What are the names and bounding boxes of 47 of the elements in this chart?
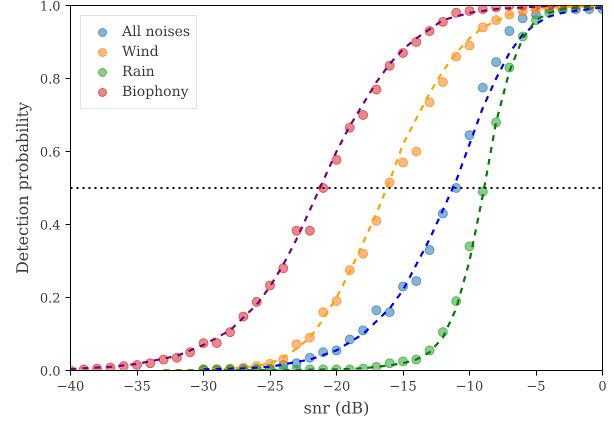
y-tick-label: 0.6 — [40, 146, 61, 160]
point — [384, 307, 395, 318]
point — [358, 110, 368, 120]
point — [371, 84, 382, 94]
point — [278, 263, 288, 274]
point — [504, 26, 514, 36]
point — [332, 296, 342, 306]
y-axis-title: Detection probability — [12, 102, 32, 274]
x-tick-label: −35 — [123, 380, 151, 394]
x-tick-label: −15 — [389, 380, 417, 394]
point — [411, 37, 422, 47]
x-tick-label: −30 — [190, 380, 218, 394]
x-tick-label: −25 — [256, 380, 284, 394]
point — [398, 157, 408, 168]
x-tick-label: −40 — [56, 380, 84, 394]
legend-label: All noises — [122, 24, 190, 40]
point — [424, 245, 435, 256]
point — [304, 226, 315, 236]
legend-label: Wind — [122, 44, 159, 60]
y-tick-label: 0.4 — [40, 218, 61, 234]
x-tick-label: −5 — [526, 380, 546, 394]
legend-label: Rain — [122, 64, 155, 80]
x-tick-label: −20 — [322, 380, 350, 394]
point — [225, 327, 236, 338]
point — [371, 305, 382, 316]
point — [332, 154, 342, 165]
point — [464, 130, 474, 140]
y-tick-label: 0.0 — [40, 364, 61, 380]
point — [411, 146, 422, 156]
point — [292, 339, 302, 350]
point — [358, 248, 368, 259]
legend-label: Biophony — [122, 84, 189, 100]
point — [464, 40, 474, 51]
y-tick-label: 0.2 — [40, 292, 61, 306]
x-axis-title: snr (dB) — [304, 398, 370, 418]
point — [438, 77, 448, 88]
x-tick-label: 0 — [598, 380, 607, 394]
point — [451, 8, 462, 18]
x-tick-label: −10 — [456, 380, 484, 394]
point — [424, 97, 435, 108]
point — [344, 334, 355, 344]
y-tick-label: 1.0 — [40, 0, 61, 14]
point — [411, 276, 422, 286]
point — [478, 82, 488, 93]
point — [491, 57, 502, 68]
point — [212, 338, 222, 348]
y-tick-label: 0.8 — [40, 72, 61, 88]
